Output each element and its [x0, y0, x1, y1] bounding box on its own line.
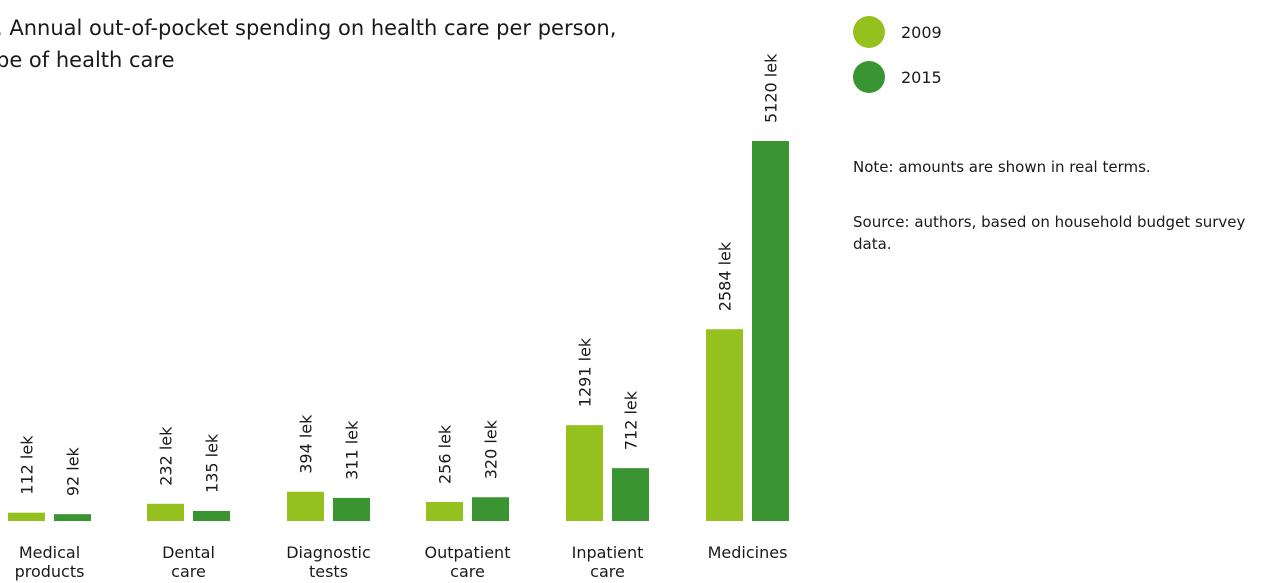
- chart-title-line-2: pe of health care: [0, 48, 175, 72]
- bar-value-label-2015-2: 311 lek: [343, 420, 362, 480]
- category-labels-group: MedicalproductsDentalcareDiagnostictests…: [15, 543, 788, 581]
- category-label-1-line-1: care: [171, 562, 206, 581]
- category-label-1-line-0: Dental: [162, 543, 215, 562]
- bar-value-label-2009-5: 2584 lek: [716, 241, 735, 311]
- legend-label-2015: 2015: [901, 68, 942, 87]
- bar-value-label-2009-2: 394 lek: [297, 414, 316, 474]
- category-label-0-line-0: Medical: [19, 543, 80, 562]
- bar-2015-0: [54, 514, 91, 521]
- bar-value-label-2015-0: 92 lek: [64, 446, 83, 496]
- category-label-5-line-0: Medicines: [708, 543, 788, 562]
- bar-2009-0: [8, 512, 45, 521]
- chart-title-line-1: . Annual out-of-pocket spending on healt…: [0, 16, 616, 40]
- legend-label-2009: 2009: [901, 23, 942, 42]
- bar-value-label-2015-4: 712 lek: [622, 390, 641, 450]
- bar-value-label-2015-5: 5120 lek: [762, 53, 781, 123]
- category-label-0-line-1: products: [15, 562, 85, 581]
- bar-value-label-2015-1: 135 lek: [203, 433, 222, 493]
- category-label-2-line-0: Diagnostic: [286, 543, 371, 562]
- legend: 2009 2015: [853, 16, 942, 93]
- bar-2015-5: [752, 141, 789, 521]
- bar-2015-3: [472, 497, 509, 521]
- bars-group: [8, 141, 789, 521]
- category-label-3-line-0: Outpatient: [425, 543, 511, 562]
- legend-swatch-2009: [853, 16, 885, 48]
- category-label-4-line-0: Inpatient: [572, 543, 644, 562]
- bar-2015-2: [333, 497, 370, 521]
- bar-labels-group: 112 lek 92 lek 232 lek 135 lek 394 lek 311 le…: [18, 53, 781, 496]
- category-label-4-line-1: care: [590, 562, 625, 581]
- bar-2009-4: [566, 425, 603, 521]
- bar-value-label-2009-0: 112 lek: [18, 435, 37, 495]
- bar-2009-1: [147, 503, 184, 521]
- category-label-2-line-1: tests: [309, 562, 348, 581]
- bar-2009-3: [426, 502, 463, 521]
- category-label-3-line-1: care: [450, 562, 485, 581]
- source-text: Source: authors, based on household budg…: [853, 213, 1246, 253]
- bar-value-label-2009-4: 1291 lek: [576, 337, 595, 407]
- bar-2009-2: [287, 491, 324, 521]
- bar-value-label-2009-3: 256 lek: [436, 424, 455, 484]
- bar-2015-1: [193, 510, 230, 521]
- note-text: Note: amounts are shown in real terms.: [853, 158, 1151, 176]
- legend-swatch-2015: [853, 61, 885, 93]
- bar-value-label-2015-3: 320 lek: [482, 419, 501, 479]
- bar-2009-5: [706, 329, 743, 521]
- bar-value-label-2009-1: 232 lek: [157, 426, 176, 486]
- bar-2015-4: [612, 468, 649, 521]
